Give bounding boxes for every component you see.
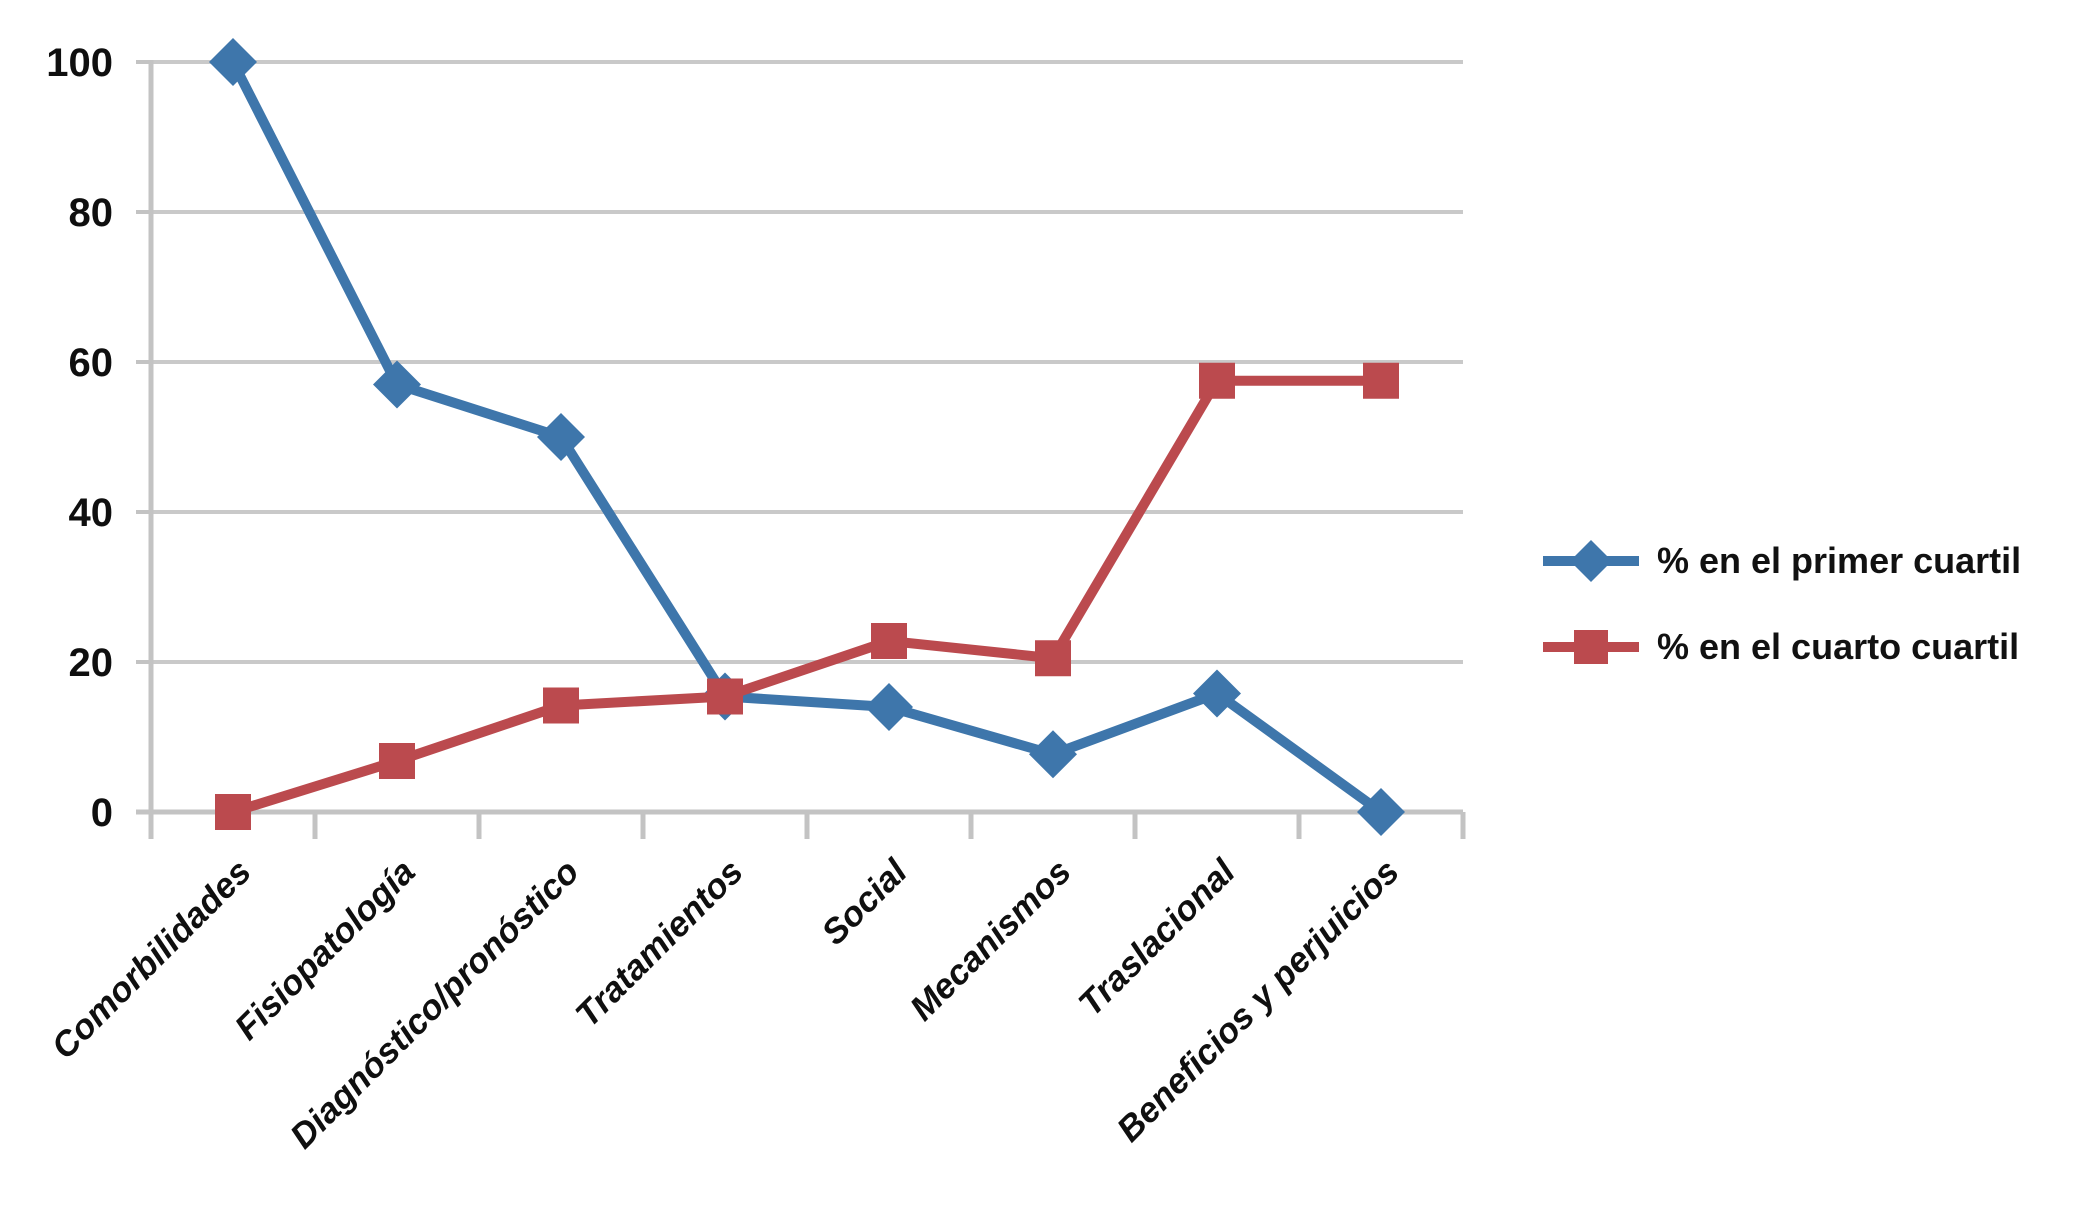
x-axis-category-label: Diagnóstico/pronóstico: [283, 852, 587, 1156]
y-axis-tick-label: 100: [46, 41, 113, 85]
legend-marker-cuarto-cuartil: [1543, 630, 1639, 664]
y-axis-tick-label: 40: [69, 491, 114, 535]
x-axis-category-label: Tratamientos: [568, 852, 751, 1035]
data-point-diamond: [209, 38, 257, 86]
legend-label-cuarto-cuartil: % en el cuarto cuartil: [1657, 626, 2020, 667]
series-line-0: [228, 59, 1384, 817]
x-axis-category-label: Mecanismos: [903, 852, 1079, 1028]
data-point-square: [543, 687, 579, 724]
legend-label-primer-cuartil: % en el primer cuartil: [1657, 540, 2022, 581]
data-point-square: [215, 794, 251, 830]
y-axis-tick-label: 60: [69, 341, 114, 385]
data-point-diamond: [1029, 730, 1077, 779]
x-axis-category-label: Social: [814, 851, 915, 952]
data-point-diamond: [373, 360, 421, 409]
x-axis-category-label: Beneficios y perjuicios: [1109, 852, 1406, 1149]
data-point-square: [379, 743, 415, 779]
data-point-diamond: [537, 413, 585, 461]
y-axis-tick-label: 20: [69, 641, 114, 685]
data-point-square: [1199, 362, 1235, 399]
legend-item-primer-cuartil: % en el primer cuartil: [1543, 532, 2021, 590]
y-axis-tick-label: 0: [91, 791, 113, 835]
data-point-square: [1363, 362, 1399, 399]
data-point-square: [707, 678, 743, 715]
y-axis-tick-label: 80: [69, 191, 114, 235]
legend-marker-primer-cuartil: [1543, 540, 1639, 582]
x-axis-category-label: Comorbilidades: [44, 852, 259, 1067]
data-point-square: [871, 623, 907, 659]
legend-square-icon: [1574, 630, 1608, 664]
series-line-1: [231, 375, 1381, 817]
data-point-square: [1035, 640, 1071, 677]
data-point-diamond: [1193, 669, 1241, 718]
x-axis-category-label: Traslacional: [1071, 851, 1243, 1023]
data-point-diamond: [1357, 788, 1405, 836]
legend-item-cuarto-cuartil: % en el cuarto cuartil: [1543, 618, 2021, 676]
chart-legend: % en el primer cuartil % en el cuarto cu…: [1543, 532, 2021, 676]
legend-diamond-icon: [1570, 540, 1612, 582]
data-point-diamond: [865, 683, 913, 731]
